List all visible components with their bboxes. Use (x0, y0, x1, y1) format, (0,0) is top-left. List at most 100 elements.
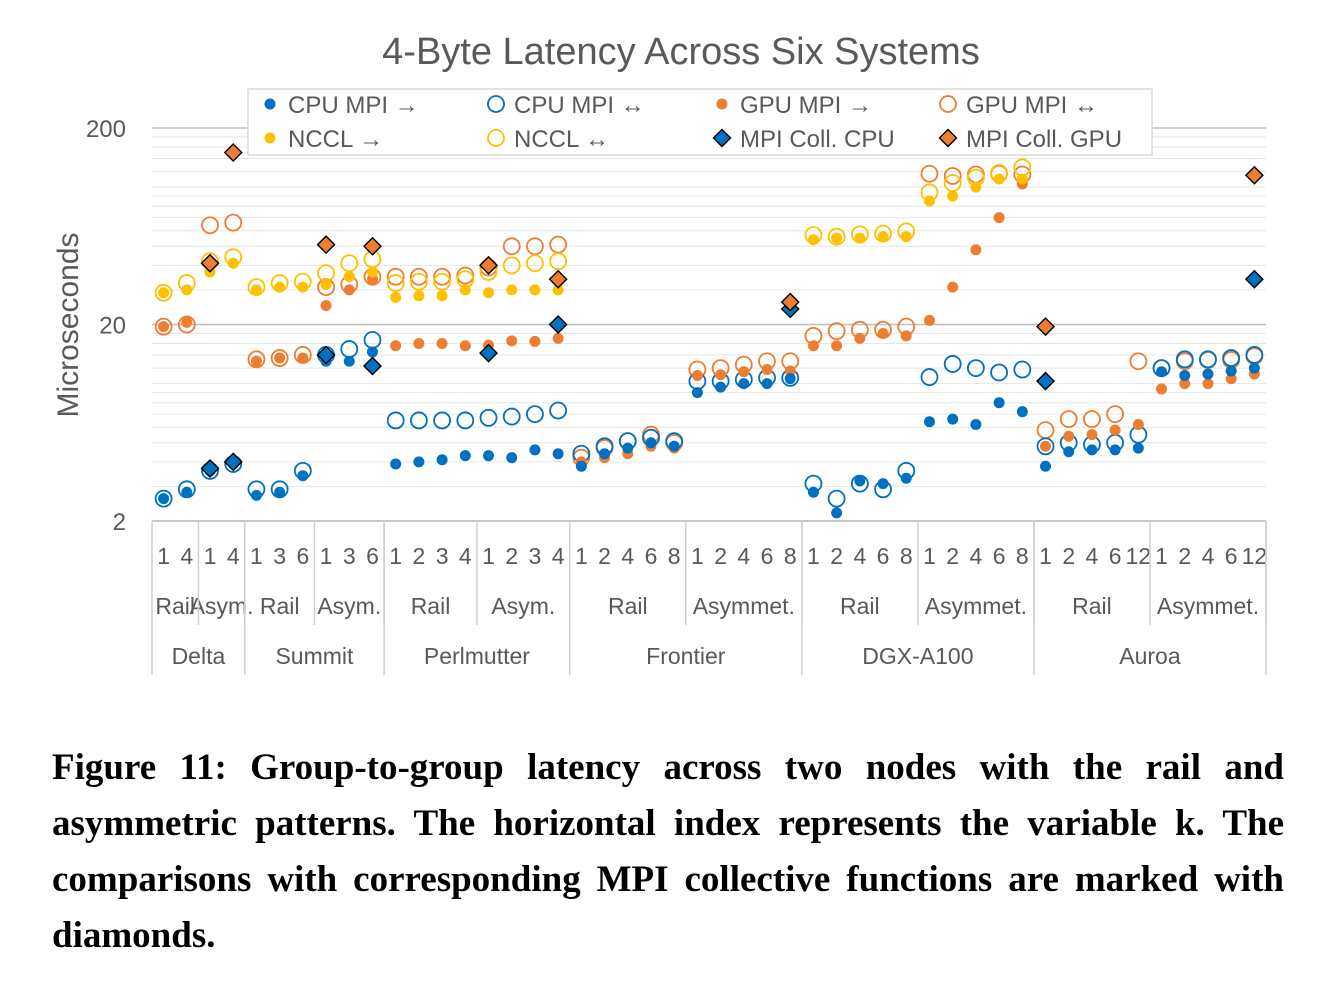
data-point (877, 327, 889, 339)
legend-label: GPU MPI → (740, 92, 872, 119)
x-system-label: Summit (275, 643, 354, 669)
data-point (970, 181, 982, 193)
data-point (1063, 430, 1075, 442)
data-point (1244, 165, 1264, 185)
data-point (1179, 378, 1191, 390)
series-gpu-mpi (158, 178, 1260, 468)
x-group-label: Rail (1072, 593, 1112, 619)
data-point (780, 292, 800, 312)
data-point (529, 444, 541, 456)
data-point (297, 281, 309, 293)
data-point (548, 315, 568, 334)
data-point (483, 450, 495, 462)
x-group-label: Asymmet. (1157, 593, 1259, 619)
data-point (1132, 442, 1144, 454)
data-point (177, 315, 196, 334)
data-point (479, 343, 499, 363)
data-point (943, 167, 962, 185)
data-point (436, 454, 448, 466)
data-point (366, 266, 378, 278)
data-point (250, 489, 262, 501)
series-gpu-mpi (154, 164, 1264, 467)
x-tick-label: 1 (575, 543, 588, 569)
x-tick-label: 1 (1155, 543, 1168, 569)
x-tick-label: 4 (621, 543, 634, 569)
data-point (1129, 352, 1148, 371)
x-tick-label: 4 (459, 543, 472, 569)
data-point (1248, 362, 1260, 374)
data-point (1016, 406, 1028, 418)
x-tick-label: 6 (761, 543, 774, 569)
figure-caption: Figure 11: Group-to-group latency across… (52, 747, 1284, 956)
x-group-label: Asym. (491, 593, 555, 619)
data-point (250, 284, 262, 296)
data-point (390, 458, 402, 470)
data-point (784, 373, 796, 385)
data-point (247, 350, 266, 369)
data-point (691, 387, 703, 399)
x-tick-label: 1 (691, 543, 704, 569)
x-tick-label: 4 (853, 543, 866, 569)
data-point (316, 345, 336, 365)
data-point (1199, 350, 1217, 369)
data-point (854, 475, 866, 487)
legend-label: CPU MPI → (288, 92, 419, 119)
data-point (552, 284, 564, 296)
grid-lines (152, 127, 1266, 522)
data-point (1040, 440, 1052, 452)
data-point (158, 493, 170, 505)
data-point (526, 237, 544, 256)
x-group-label: Rail (840, 593, 880, 619)
data-point (1013, 360, 1032, 379)
data-point (390, 340, 402, 352)
x-tick-label: 2 (946, 543, 959, 569)
data-point (274, 486, 286, 498)
x-tick-label: 1 (482, 543, 495, 569)
data-point (1086, 429, 1098, 441)
data-point (502, 256, 521, 275)
legend-marker (716, 98, 728, 110)
x-tick-label: 6 (1109, 543, 1122, 569)
legend-marker (487, 95, 505, 113)
data-point (506, 284, 518, 296)
data-point (1063, 446, 1075, 458)
x-tick-label: 1 (389, 543, 402, 569)
x-system-label: DGX-A100 (862, 643, 973, 669)
data-point (297, 470, 309, 482)
data-point (181, 284, 193, 296)
legend-marker (712, 128, 732, 148)
x-tick-label: 1 (320, 543, 333, 569)
x-tick-label: 2 (1062, 543, 1075, 569)
x-tick-label: 6 (296, 543, 309, 569)
data-point (920, 368, 939, 386)
data-point (274, 352, 286, 364)
data-point (943, 174, 962, 192)
data-point (1036, 317, 1056, 337)
data-point (877, 231, 889, 243)
data-point (1175, 350, 1194, 369)
data-point (529, 335, 541, 347)
data-point (502, 407, 521, 426)
data-point (201, 216, 219, 235)
x-tick-label: 4 (180, 543, 193, 569)
data-point (270, 349, 289, 367)
x-tick-label: 3 (273, 543, 286, 569)
data-point (1109, 424, 1121, 436)
x-tick-label: 1 (1039, 543, 1052, 569)
data-point (158, 321, 170, 333)
series-nccl (158, 173, 1028, 303)
data-point (227, 257, 239, 269)
data-point (900, 330, 912, 342)
x-tick-label: 6 (366, 543, 379, 569)
data-point (943, 355, 962, 373)
data-point (993, 173, 1005, 185)
y-tick-label: 2 (113, 509, 126, 536)
data-point (1036, 437, 1055, 456)
data-point (715, 381, 727, 393)
x-system-label: Auroa (1119, 643, 1181, 669)
data-point (274, 281, 286, 293)
data-point (362, 356, 382, 376)
data-point (738, 366, 750, 378)
series-mpi-coll-gpu (200, 143, 1264, 337)
data-point (320, 299, 332, 311)
